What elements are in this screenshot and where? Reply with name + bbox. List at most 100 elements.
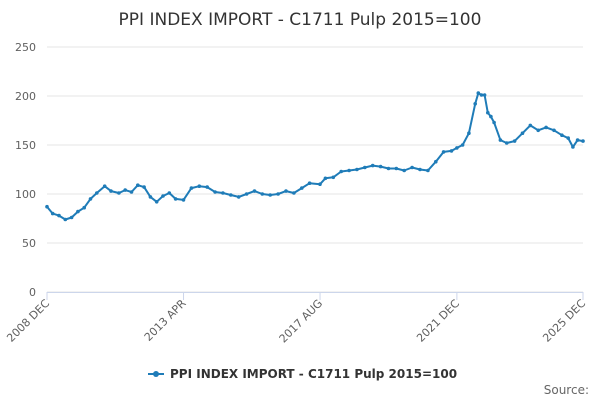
series-group xyxy=(45,91,585,222)
y-tick-label: 200 xyxy=(15,90,36,103)
data-point[interactable] xyxy=(560,133,564,137)
data-point[interactable] xyxy=(489,114,493,119)
data-point[interactable] xyxy=(167,191,172,195)
data-point[interactable] xyxy=(82,205,86,210)
data-point[interactable] xyxy=(161,194,165,198)
data-point[interactable] xyxy=(173,197,178,201)
data-point[interactable] xyxy=(476,91,481,95)
source-credit: Source: xyxy=(544,383,589,397)
legend-label: PPI INDEX IMPORT - C1711 Pulp 2015=100 xyxy=(170,367,457,381)
data-point[interactable] xyxy=(492,120,496,125)
data-point[interactable] xyxy=(486,110,490,115)
data-point[interactable] xyxy=(504,141,509,145)
data-point[interactable] xyxy=(69,215,74,220)
data-point[interactable] xyxy=(363,165,367,170)
data-point[interactable] xyxy=(260,192,265,196)
data-point[interactable] xyxy=(76,209,80,214)
x-tick-label: 2008 DEC xyxy=(4,297,52,345)
data-point[interactable] xyxy=(197,184,202,188)
data-point[interactable] xyxy=(136,183,140,187)
data-point[interactable] xyxy=(520,131,525,135)
data-point[interactable] xyxy=(418,167,422,172)
data-point[interactable] xyxy=(181,198,186,202)
data-point[interactable] xyxy=(473,102,478,106)
data-point[interactable] xyxy=(498,138,503,142)
data-point[interactable] xyxy=(148,195,153,199)
data-point[interactable] xyxy=(410,165,414,170)
data-point[interactable] xyxy=(57,213,61,218)
data-point[interactable] xyxy=(318,182,322,186)
data-point[interactable] xyxy=(129,190,134,194)
data-point[interactable] xyxy=(370,163,375,168)
x-tick-label: 2021 DEC xyxy=(414,297,462,345)
data-point[interactable] xyxy=(292,191,296,195)
data-point[interactable] xyxy=(244,192,249,196)
data-point[interactable] xyxy=(347,168,351,173)
data-point[interactable] xyxy=(50,211,55,216)
y-tick-label: 250 xyxy=(15,41,36,54)
y-axis: 0 50 100 150 200 250 xyxy=(15,41,36,299)
data-point[interactable] xyxy=(402,168,407,173)
data-point[interactable] xyxy=(467,131,471,135)
data-point[interactable] xyxy=(189,186,194,190)
data-point[interactable] xyxy=(236,195,241,199)
data-point[interactable] xyxy=(102,184,107,188)
data-point[interactable] xyxy=(581,139,585,143)
chart-title: PPI INDEX IMPORT - C1711 Pulp 2015=100 xyxy=(119,10,482,30)
data-point[interactable] xyxy=(307,181,312,185)
data-point[interactable] xyxy=(252,189,257,193)
data-point[interactable] xyxy=(117,191,121,195)
data-point[interactable] xyxy=(88,197,93,201)
data-point[interactable] xyxy=(323,176,328,181)
x-axis: 2008 DEC 2013 APR 2017 AUG 2021 DEC 2025 DEC xyxy=(4,292,588,345)
data-point[interactable] xyxy=(300,186,304,190)
data-point[interactable] xyxy=(268,193,273,197)
data-point[interactable] xyxy=(142,185,146,189)
data-point[interactable] xyxy=(213,190,217,194)
data-point[interactable] xyxy=(441,150,446,154)
data-point[interactable] xyxy=(426,168,430,173)
data-point[interactable] xyxy=(544,125,548,130)
data-point[interactable] xyxy=(434,159,438,164)
data-point[interactable] xyxy=(95,191,99,195)
y-tick-label: 150 xyxy=(15,139,36,152)
data-point[interactable] xyxy=(276,192,280,196)
data-point[interactable] xyxy=(386,166,391,171)
x-tick-label: 2017 AUG xyxy=(277,297,326,346)
data-point[interactable] xyxy=(123,188,127,192)
data-point[interactable] xyxy=(109,189,113,193)
data-point[interactable] xyxy=(571,145,575,149)
x-tick-label: 2013 APR xyxy=(142,297,189,344)
data-point[interactable] xyxy=(536,128,540,133)
gridlines xyxy=(47,46,583,293)
data-point[interactable] xyxy=(45,204,49,209)
data-point[interactable] xyxy=(575,138,580,142)
data-point[interactable] xyxy=(455,146,459,150)
data-point[interactable] xyxy=(229,193,233,197)
data-point[interactable] xyxy=(221,191,225,195)
data-point[interactable] xyxy=(482,93,487,97)
legend-marker-icon xyxy=(153,371,159,377)
data-point[interactable] xyxy=(394,166,399,171)
data-point[interactable] xyxy=(566,136,570,140)
series-line-0 xyxy=(46,92,584,221)
data-point[interactable] xyxy=(154,200,159,204)
data-point[interactable] xyxy=(460,143,465,147)
data-point[interactable] xyxy=(552,128,556,133)
data-point[interactable] xyxy=(355,167,359,172)
data-point[interactable] xyxy=(339,169,344,174)
y-tick-label: 0 xyxy=(29,286,36,299)
data-point[interactable] xyxy=(479,93,484,97)
y-tick-label: 100 xyxy=(15,188,36,201)
data-point[interactable] xyxy=(449,149,454,153)
data-point[interactable] xyxy=(331,175,336,180)
y-tick-label: 50 xyxy=(22,237,36,250)
data-point[interactable] xyxy=(528,123,533,128)
data-point[interactable] xyxy=(378,164,383,169)
data-point[interactable] xyxy=(284,189,288,193)
data-point[interactable] xyxy=(512,139,517,143)
data-point[interactable] xyxy=(63,217,68,222)
legend[interactable]: PPI INDEX IMPORT - C1711 Pulp 2015=100 xyxy=(148,367,457,381)
data-point[interactable] xyxy=(205,185,209,189)
